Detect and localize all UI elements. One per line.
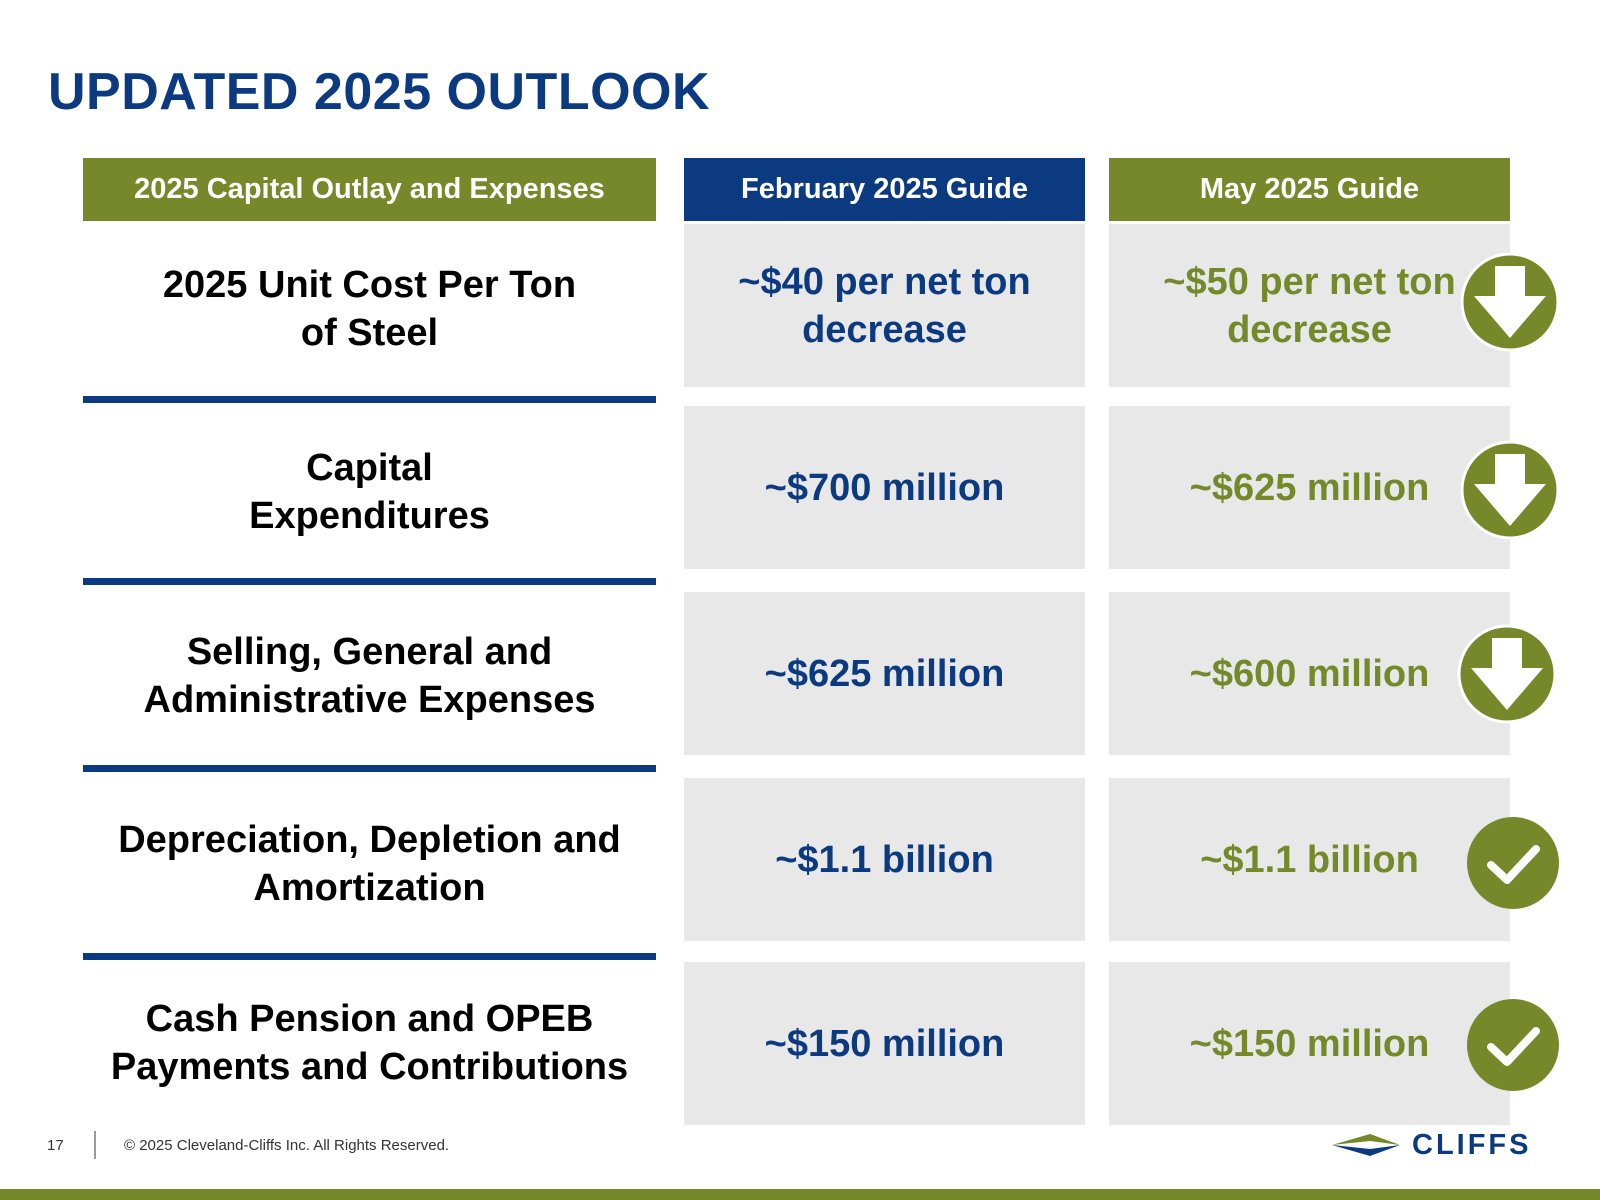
down-arrow-icon [1460,252,1560,352]
may-value-unit-cost: ~$50 per net ton decrease [1109,224,1510,387]
checkmark-icon [1467,817,1559,909]
feb-value-unit-cost: ~$40 per net ton decrease [684,224,1085,387]
row-label-dda: Depreciation, Depletion and Amortization [118,819,621,909]
may-value-sga: ~$600 million [1109,592,1510,755]
checkmark-icon [1467,999,1559,1091]
down-arrow-icon [1460,440,1560,540]
logo-mark-icon [1332,1134,1400,1156]
header-may-guide: May 2025 Guide [1109,158,1510,221]
row-divider [83,578,656,585]
bottom-accent-bar [0,1189,1600,1200]
row-divider [83,765,656,772]
page-number: 17 [47,1137,64,1154]
copyright-notice: © 2025 Cleveland-Cliffs Inc. All Rights … [124,1137,450,1154]
header-category: 2025 Capital Outlay and Expenses [83,158,656,221]
row-label-capex: Capital Expenditures [249,446,490,537]
row-label-sga: Selling, General and Administrative Expe… [143,631,596,721]
slide-title: UPDATED 2025 OUTLOOK [48,63,711,121]
may-value-dda: ~$1.1 billion [1109,778,1510,941]
row-label-unit-cost: 2025 Unit Cost Per Ton of Steel [162,263,577,354]
feb-value-dda: ~$1.1 billion [684,778,1085,941]
may-value-capex: ~$625 million [1109,406,1510,569]
row-label-pension: Cash Pension and OPEB Payments and Contr… [110,998,629,1088]
feb-value-capex: ~$700 million [684,406,1085,569]
may-value-pension: ~$150 million [1109,962,1510,1125]
down-arrow-icon [1457,624,1557,724]
company-logo: CLIFFS [1330,1127,1532,1163]
feb-value-sga: ~$625 million [684,592,1085,755]
header-february-guide: February 2025 Guide [684,158,1085,221]
logo-text: CLIFFS [1412,1128,1532,1161]
row-divider [83,396,656,403]
feb-value-pension: ~$150 million [684,962,1085,1125]
footer-separator [94,1131,96,1159]
row-divider [83,953,656,960]
